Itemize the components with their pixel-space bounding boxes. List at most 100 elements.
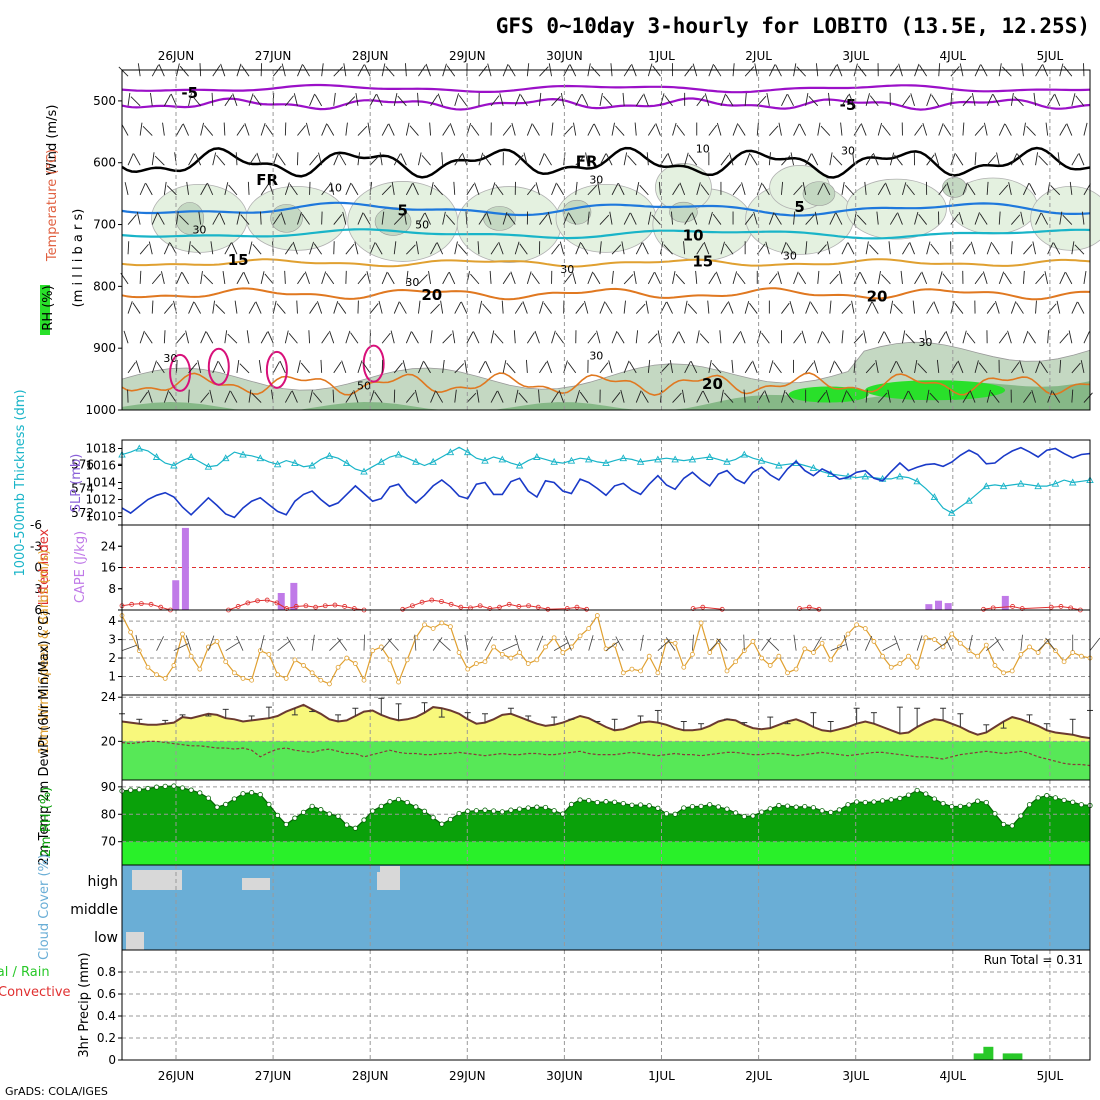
upper-wind-barb [186,181,189,195]
upper-wind-barb [453,181,456,195]
wind10-marker [672,640,678,646]
upper-wind-barb [708,360,712,373]
cape-label: CAPE (J/kg) [73,531,88,603]
wind10-marker [344,655,350,661]
thickness-marker [256,454,265,462]
wind10-barb [882,642,897,652]
upper-wind-barb [1007,330,1012,344]
wind10-marker [594,613,600,618]
li-tick-label: -3 [30,539,42,553]
upper-wind-barb [984,122,988,136]
thickness-marker [723,457,731,465]
upper-wind-barb [781,389,786,403]
upper-wind-barb [627,155,637,166]
rh2m-marker [439,821,445,827]
upper-wind-barb [551,330,556,344]
upper-wind-barb [318,152,323,166]
wind10-marker [1009,668,1015,674]
upper-wind-barb [188,389,190,403]
upper-wind-barb [551,122,554,136]
cape-bar [181,527,189,610]
upper-wind-barb [145,183,153,196]
upper-wind-barb [215,304,226,314]
upper-wind-barb [805,301,811,314]
rh2m-marker [274,812,281,818]
upper-wind-barb [635,94,644,107]
upper-wind-barb [260,183,269,196]
upper-wind-barb [635,390,642,403]
upper-wind-barb [1023,182,1030,196]
upper-wind-barb [188,241,191,255]
upper-wind-barb [454,93,459,106]
upper-wind-barb [397,95,407,107]
bottom-date-label: 4JUL [939,1069,966,1083]
upper-wind-barb [494,333,504,344]
upper-wind-barb [284,243,293,255]
wind10-barb [864,635,873,651]
li-marker [700,604,706,610]
upper-wind-barb [826,241,831,255]
upper-wind-barb [766,93,770,106]
thickness-marker [584,455,593,463]
top-date-label: 26JUN [158,49,195,63]
isotherm-label: 20 [702,375,723,393]
upper-wind-barb [672,122,677,136]
wind10-barb [438,639,451,651]
upper-wind-barb [436,242,444,255]
wind10-marker [517,650,522,655]
bottom-date-label: 2JUL [745,1069,772,1083]
upper-wind-barb [798,272,807,285]
rh2m-marker [516,806,523,812]
upper-wind-barb [654,272,661,285]
wind10-marker [309,670,315,676]
thickness-marker [619,454,628,462]
rh2m-marker [551,808,557,814]
upper-wind-barb [716,122,722,136]
rh2m-marker [914,787,920,794]
upper-wind-barb [844,185,855,196]
upper-wind-barb [676,124,686,136]
rh2m-marker [473,808,479,814]
upper-wind-barb [486,212,492,225]
upper-wind-barb [490,182,496,196]
upper-wind-barb [280,212,286,225]
upper-wind-barb [744,300,750,314]
rh2m-panel: 70 80 90 [101,779,1093,866]
cloud-level-label: high [87,874,118,890]
li-marker [564,606,570,611]
wind10-marker [145,664,151,670]
upper-wind-barb [724,243,734,255]
upper-wind-barb [163,330,166,344]
upper-wind-barb [1052,391,1061,403]
upper-wind-barb [998,271,1005,285]
upper-wind-barb [276,303,286,314]
rh2m-marker [966,802,972,808]
wind10-barb [968,634,973,651]
upper-wind-barb [563,360,568,374]
upper-wind-barb [884,331,891,344]
rh2m-label: 2m RH (%) [39,787,54,858]
wind10-marker [793,666,799,672]
wind10-barb [277,640,291,651]
upper-wind-barb [575,94,583,107]
upper-wind-barb [823,183,831,196]
li-marker [158,604,164,610]
upper-wind-barb [634,122,637,136]
upper-wind-barb [678,331,686,344]
upper-wind-barb [695,270,698,284]
upper-wind-barb [1023,330,1029,344]
wind10-marker [508,655,514,661]
upper-tick-label: 600 [93,156,116,170]
isotherm-label: 5 [398,201,408,219]
upper-wind-barb [222,270,226,284]
upper-wind-barb [829,64,837,77]
upper-wind-barb [696,182,701,195]
wind10-barb [1045,637,1056,651]
upper-wind-barb [470,273,480,285]
rh-tick-label: 70 [101,835,116,849]
upper-wind-barb [309,154,319,166]
li-marker [264,597,270,603]
upper-wind-barb [345,391,354,403]
upper-wind-barb [285,95,294,107]
upper-wind-barb [978,362,988,374]
